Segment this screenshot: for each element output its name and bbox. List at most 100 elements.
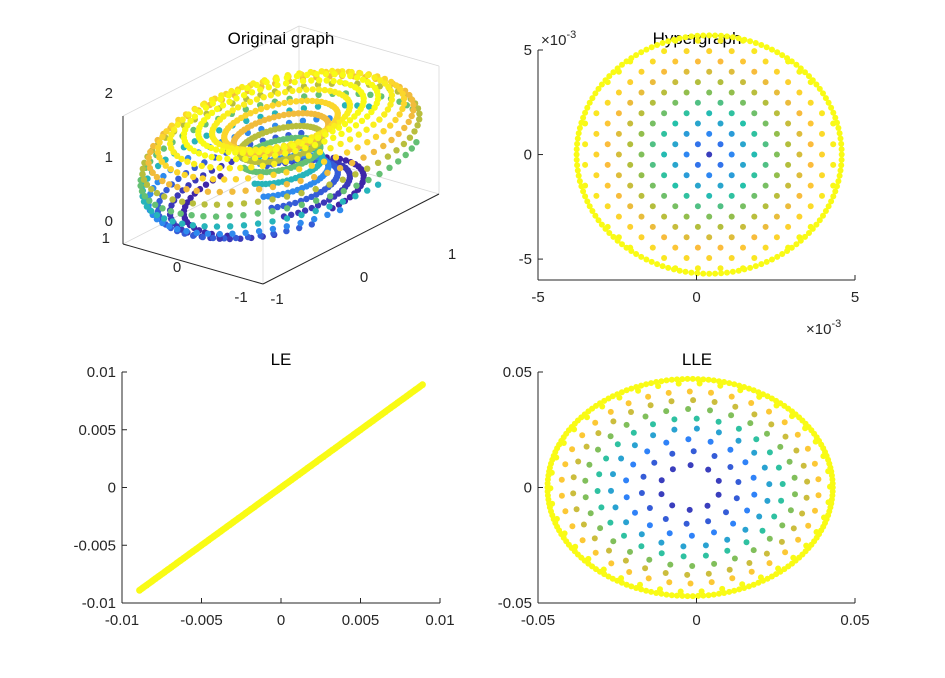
data-point <box>816 217 823 224</box>
data-point <box>750 547 757 554</box>
data-point <box>735 479 742 485</box>
data-point <box>628 583 635 590</box>
data-point <box>668 376 675 383</box>
data-point <box>364 78 372 86</box>
data-point <box>274 81 281 89</box>
data-point <box>740 141 746 148</box>
data-point <box>804 445 811 452</box>
data-point <box>628 409 634 415</box>
data-point <box>269 208 276 215</box>
data-point <box>610 538 617 545</box>
data-point <box>741 36 748 43</box>
data-point <box>405 118 412 126</box>
data-point <box>221 134 228 142</box>
data-point <box>778 538 785 545</box>
data-point <box>710 591 717 598</box>
data-point <box>229 230 236 237</box>
data-point <box>721 590 728 596</box>
data-point <box>728 234 735 241</box>
z-tick-label: 1 <box>105 149 113 166</box>
data-point <box>263 103 270 111</box>
data-point <box>649 244 656 251</box>
data-point <box>666 579 673 586</box>
data-point <box>638 543 645 550</box>
data-point <box>304 97 311 104</box>
data-point <box>728 192 735 199</box>
data-point <box>315 91 322 99</box>
data-point <box>628 248 635 254</box>
data-point <box>283 181 290 188</box>
data-point <box>410 101 417 109</box>
data-point <box>364 72 372 79</box>
data-point <box>661 68 668 75</box>
data-point <box>324 211 331 218</box>
data-point <box>216 235 223 242</box>
y-tick-label: -0.01 <box>82 595 116 612</box>
data-point <box>648 44 655 51</box>
data-point <box>234 88 241 95</box>
data-point <box>813 221 820 228</box>
data-point <box>315 86 323 93</box>
data-point <box>221 176 228 183</box>
data-point <box>153 189 161 197</box>
data-point <box>718 32 725 39</box>
data-point <box>784 248 791 254</box>
data-point <box>371 74 378 81</box>
data-point <box>799 510 806 517</box>
data-point <box>830 193 837 200</box>
data-point <box>586 203 593 210</box>
data-point <box>208 153 215 161</box>
data-point <box>209 100 217 107</box>
y-tick-label: -1 <box>234 289 247 306</box>
data-point <box>676 35 683 42</box>
data-point <box>609 575 616 582</box>
data-point <box>308 162 315 169</box>
lle-axes: -0.05 0 0.05 -0.05 0 0.05 <box>498 364 870 629</box>
x-tick-label: -0.01 <box>105 612 139 629</box>
data-point <box>250 80 257 87</box>
data-point <box>685 406 692 412</box>
data-point <box>672 141 679 148</box>
data-point <box>708 579 715 586</box>
data-point <box>371 104 378 111</box>
data-point <box>764 393 771 400</box>
data-point <box>153 211 161 219</box>
data-point <box>296 86 303 94</box>
data-point <box>293 72 301 80</box>
data-point <box>788 244 795 251</box>
data-point <box>638 110 645 117</box>
data-point <box>204 230 212 237</box>
data-point <box>661 48 668 55</box>
data-point <box>595 446 601 453</box>
data-point <box>723 509 729 516</box>
data-point <box>819 172 825 179</box>
data-point <box>746 560 753 566</box>
data-point <box>790 525 797 532</box>
data-point <box>138 188 146 195</box>
data-point <box>298 189 305 197</box>
data-point <box>347 81 354 89</box>
torus-points <box>137 67 423 243</box>
data-point <box>593 151 600 158</box>
data-point <box>607 519 614 526</box>
y-tick-label: 0.05 <box>503 364 532 381</box>
data-point <box>595 430 602 437</box>
data-point <box>679 592 686 599</box>
data-point <box>762 182 769 189</box>
data-point <box>303 71 311 79</box>
data-point <box>640 473 647 480</box>
data-point <box>835 178 842 185</box>
data-point <box>812 507 818 514</box>
data-point <box>751 491 758 498</box>
data-point <box>193 187 200 194</box>
data-point <box>593 192 600 199</box>
data-point <box>313 191 320 198</box>
data-point <box>240 212 247 219</box>
data-point <box>283 215 291 222</box>
data-point <box>658 539 665 546</box>
data-point <box>167 208 175 215</box>
data-point <box>654 42 661 48</box>
data-point <box>728 48 735 55</box>
data-point <box>819 151 825 158</box>
data-point <box>594 488 601 494</box>
